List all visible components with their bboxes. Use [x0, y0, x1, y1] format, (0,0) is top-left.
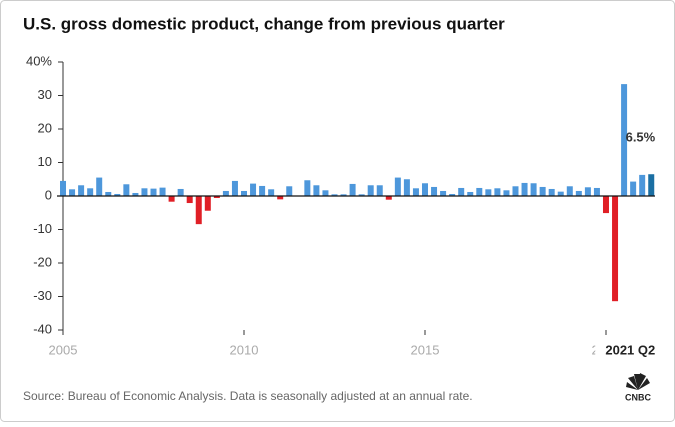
bar [494, 188, 500, 196]
bar [250, 184, 256, 196]
bar [522, 183, 528, 196]
bar [160, 188, 166, 196]
y-tick-label: 0 [45, 187, 52, 202]
bar [241, 191, 247, 196]
bar [603, 196, 609, 213]
bar [404, 179, 410, 196]
bar [123, 184, 129, 196]
bar [431, 187, 437, 196]
y-tick-label: 30 [38, 87, 52, 102]
y-tick-label: 10 [38, 154, 52, 169]
bar [540, 187, 546, 196]
bar [648, 174, 654, 196]
bar [169, 196, 175, 202]
y-tick-label: 40% [26, 53, 52, 68]
x-tick-label: 2010 [230, 342, 259, 357]
bar [223, 191, 229, 196]
bar [467, 192, 473, 196]
bar [585, 187, 591, 196]
bar [78, 185, 84, 196]
bar [205, 196, 211, 211]
bar [151, 189, 157, 196]
bar [576, 191, 582, 196]
bar [458, 188, 464, 196]
bar [512, 186, 518, 196]
bar [96, 178, 102, 196]
value-label: 6.5% [626, 130, 656, 145]
x-tick-label: 2005 [49, 342, 78, 357]
bar [594, 188, 600, 196]
bar [304, 180, 310, 196]
bar [368, 185, 374, 196]
bar [422, 183, 428, 196]
chart-title: U.S. gross domestic product, change from… [23, 14, 505, 33]
bar [60, 181, 66, 196]
x-tick-label: 2015 [411, 342, 440, 357]
bar [322, 190, 328, 196]
y-tick-label: -20 [33, 254, 52, 269]
bar [141, 188, 147, 196]
bar [485, 189, 491, 196]
bar [395, 178, 401, 196]
bar [377, 185, 383, 196]
bar [558, 192, 564, 196]
bar [567, 186, 573, 196]
bar [350, 184, 356, 196]
bar [286, 186, 292, 196]
bar [503, 190, 509, 196]
bar [630, 182, 636, 196]
logo: CNBC [625, 392, 651, 402]
bar [268, 189, 274, 196]
bar [639, 175, 645, 196]
bar [413, 188, 419, 196]
bar [531, 183, 537, 196]
bar [105, 192, 111, 196]
highlight-label: 2021 Q2 [605, 342, 655, 357]
bar [232, 181, 238, 196]
source: Source: Bureau of Economic Analysis. Dat… [23, 389, 473, 403]
bar [69, 189, 75, 196]
bar [549, 189, 555, 196]
bar [440, 191, 446, 196]
bar [612, 196, 618, 301]
bar [87, 188, 93, 196]
bar [178, 189, 184, 196]
bar [259, 186, 265, 196]
bar [313, 185, 319, 196]
bar [476, 188, 482, 196]
y-tick-label: -30 [33, 288, 52, 303]
bar [196, 196, 202, 224]
y-tick-label: 20 [38, 120, 52, 135]
y-tick-label: -40 [33, 321, 52, 336]
bar [187, 196, 193, 203]
y-tick-label: -10 [33, 221, 52, 236]
